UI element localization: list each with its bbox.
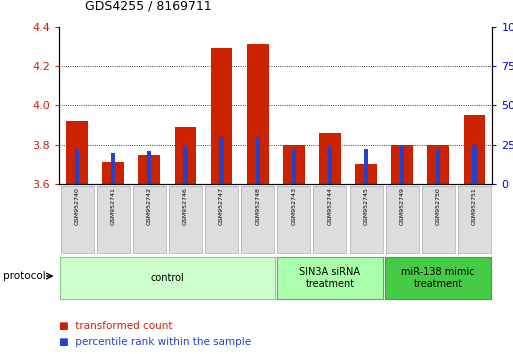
Text: GSM952748: GSM952748: [255, 187, 260, 225]
Bar: [328, 146, 332, 184]
Text: GSM952740: GSM952740: [74, 187, 80, 225]
Text: GSM952746: GSM952746: [183, 187, 188, 225]
Text: GSM952745: GSM952745: [364, 187, 368, 225]
Bar: [247, 44, 268, 184]
Bar: [283, 145, 305, 184]
Text: GSM952751: GSM952751: [472, 187, 477, 225]
Text: GSM952743: GSM952743: [291, 187, 297, 225]
Bar: [211, 48, 232, 184]
Bar: [102, 162, 124, 184]
Bar: [364, 149, 368, 184]
Text: ■  percentile rank within the sample: ■ percentile rank within the sample: [59, 337, 251, 347]
Text: GSM952744: GSM952744: [327, 187, 332, 225]
Bar: [147, 151, 151, 184]
Bar: [111, 153, 115, 184]
Text: miR-138 mimic
treatment: miR-138 mimic treatment: [402, 267, 475, 289]
Text: control: control: [150, 273, 184, 283]
Bar: [464, 115, 485, 184]
Bar: [255, 137, 260, 184]
Text: ■  transformed count: ■ transformed count: [59, 321, 172, 331]
Text: SIN3A siRNA
treatment: SIN3A siRNA treatment: [300, 267, 361, 289]
Bar: [319, 133, 341, 184]
Text: GSM952742: GSM952742: [147, 187, 152, 225]
Text: protocol: protocol: [3, 271, 45, 281]
Bar: [220, 137, 224, 184]
Bar: [66, 121, 88, 184]
Bar: [174, 127, 196, 184]
Bar: [139, 155, 160, 184]
Bar: [75, 149, 79, 184]
Bar: [391, 145, 413, 184]
Bar: [427, 145, 449, 184]
Bar: [472, 145, 477, 184]
Bar: [400, 146, 404, 184]
Text: GSM952750: GSM952750: [436, 187, 441, 225]
Bar: [436, 149, 441, 184]
Bar: [183, 146, 188, 184]
Bar: [355, 164, 377, 184]
Text: GSM952741: GSM952741: [111, 187, 115, 225]
Bar: [291, 149, 296, 184]
Text: GSM952747: GSM952747: [219, 187, 224, 225]
Text: GSM952749: GSM952749: [400, 187, 405, 225]
Text: GDS4255 / 8169711: GDS4255 / 8169711: [85, 0, 211, 12]
